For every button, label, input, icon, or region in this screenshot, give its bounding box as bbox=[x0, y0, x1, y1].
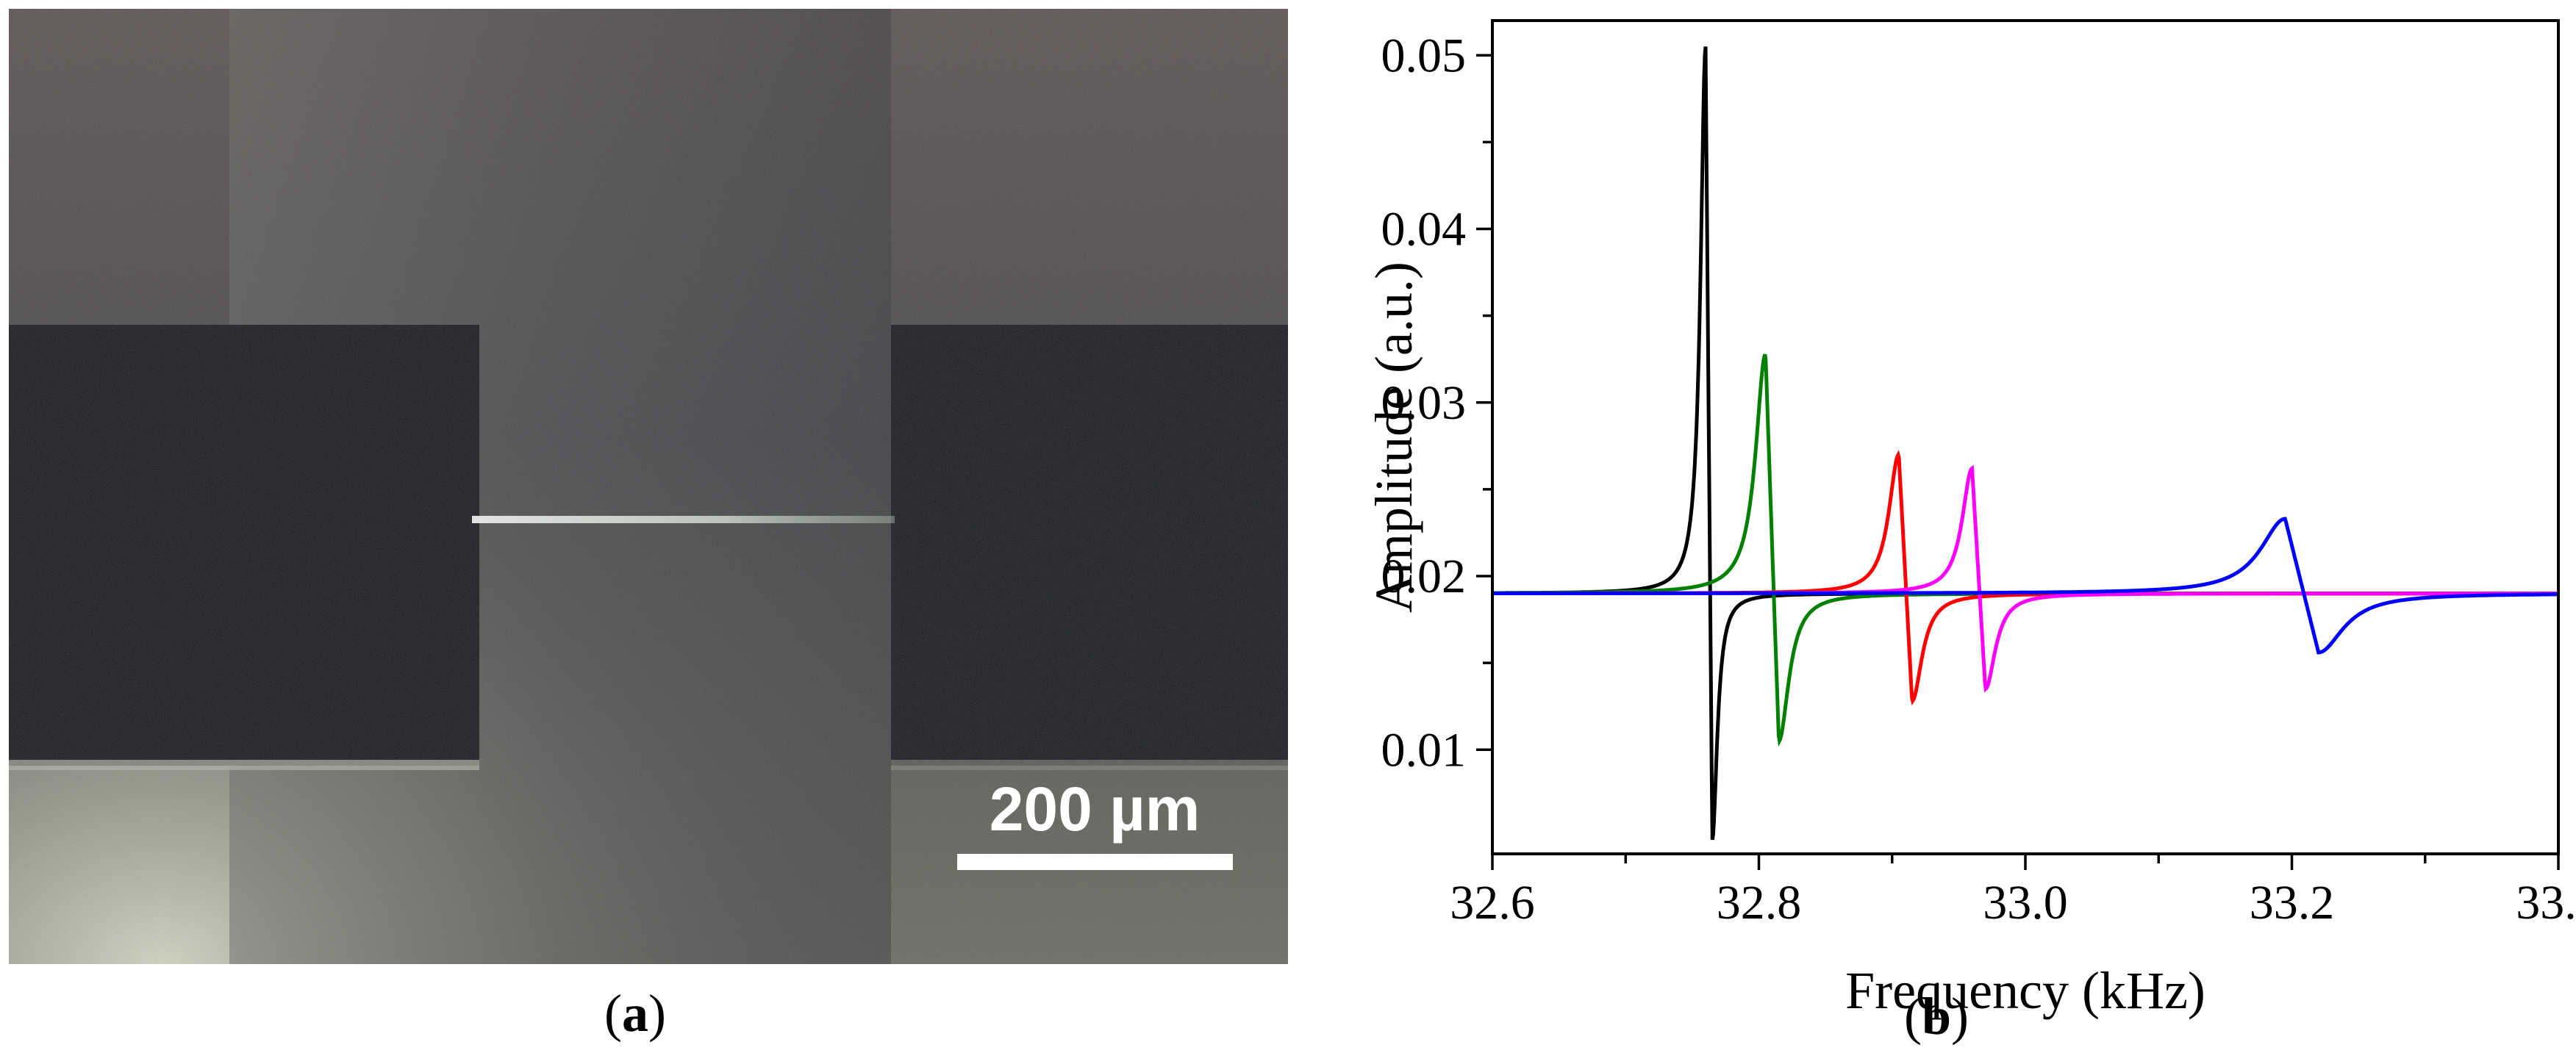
x-tick-label: 32.8 bbox=[1717, 876, 1802, 930]
y-axis-title: Amplitude (a.u.) bbox=[1375, 262, 1423, 613]
x-tick-label: 32.6 bbox=[1450, 876, 1535, 930]
x-tick-label: 33.4 bbox=[2516, 876, 2576, 930]
scale-bar-label: 200 µm bbox=[990, 775, 1201, 844]
caption-a-letter: a bbox=[621, 984, 648, 1043]
caption-a: (a) bbox=[604, 984, 666, 1043]
y-tick-label: 0.01 bbox=[1381, 723, 1467, 777]
scale-bar bbox=[957, 854, 1233, 870]
series-line-4 bbox=[1492, 464, 2558, 693]
caption-b: (b) bbox=[1904, 987, 1969, 1046]
x-axis-title: Frequency (kHz) bbox=[1845, 961, 2205, 1020]
y-tick-label: 0.04 bbox=[1381, 203, 1467, 256]
microscope-image: 200 µm bbox=[9, 9, 1288, 964]
y-tick-label: 0.05 bbox=[1381, 29, 1467, 82]
x-tick-label: 33.2 bbox=[2250, 876, 2335, 930]
series-line-5 bbox=[1492, 517, 2558, 655]
series-line-2 bbox=[1492, 353, 2558, 747]
x-tick-label: 33.0 bbox=[1983, 876, 2068, 930]
caption-b-letter: b bbox=[1921, 987, 1952, 1046]
y-tick-label: 0.02 bbox=[1381, 550, 1467, 603]
amplitude-chart: 32.6 32.8 33.0 33.2 33.4 0.01 0.02 0.03 0.04 0.05… bbox=[1375, 19, 2576, 1020]
plot-frame bbox=[1491, 19, 2560, 855]
series-line-1 bbox=[1492, 46, 2558, 841]
series-line-3 bbox=[1492, 450, 2558, 706]
y-tick-label: 0.03 bbox=[1381, 376, 1467, 430]
